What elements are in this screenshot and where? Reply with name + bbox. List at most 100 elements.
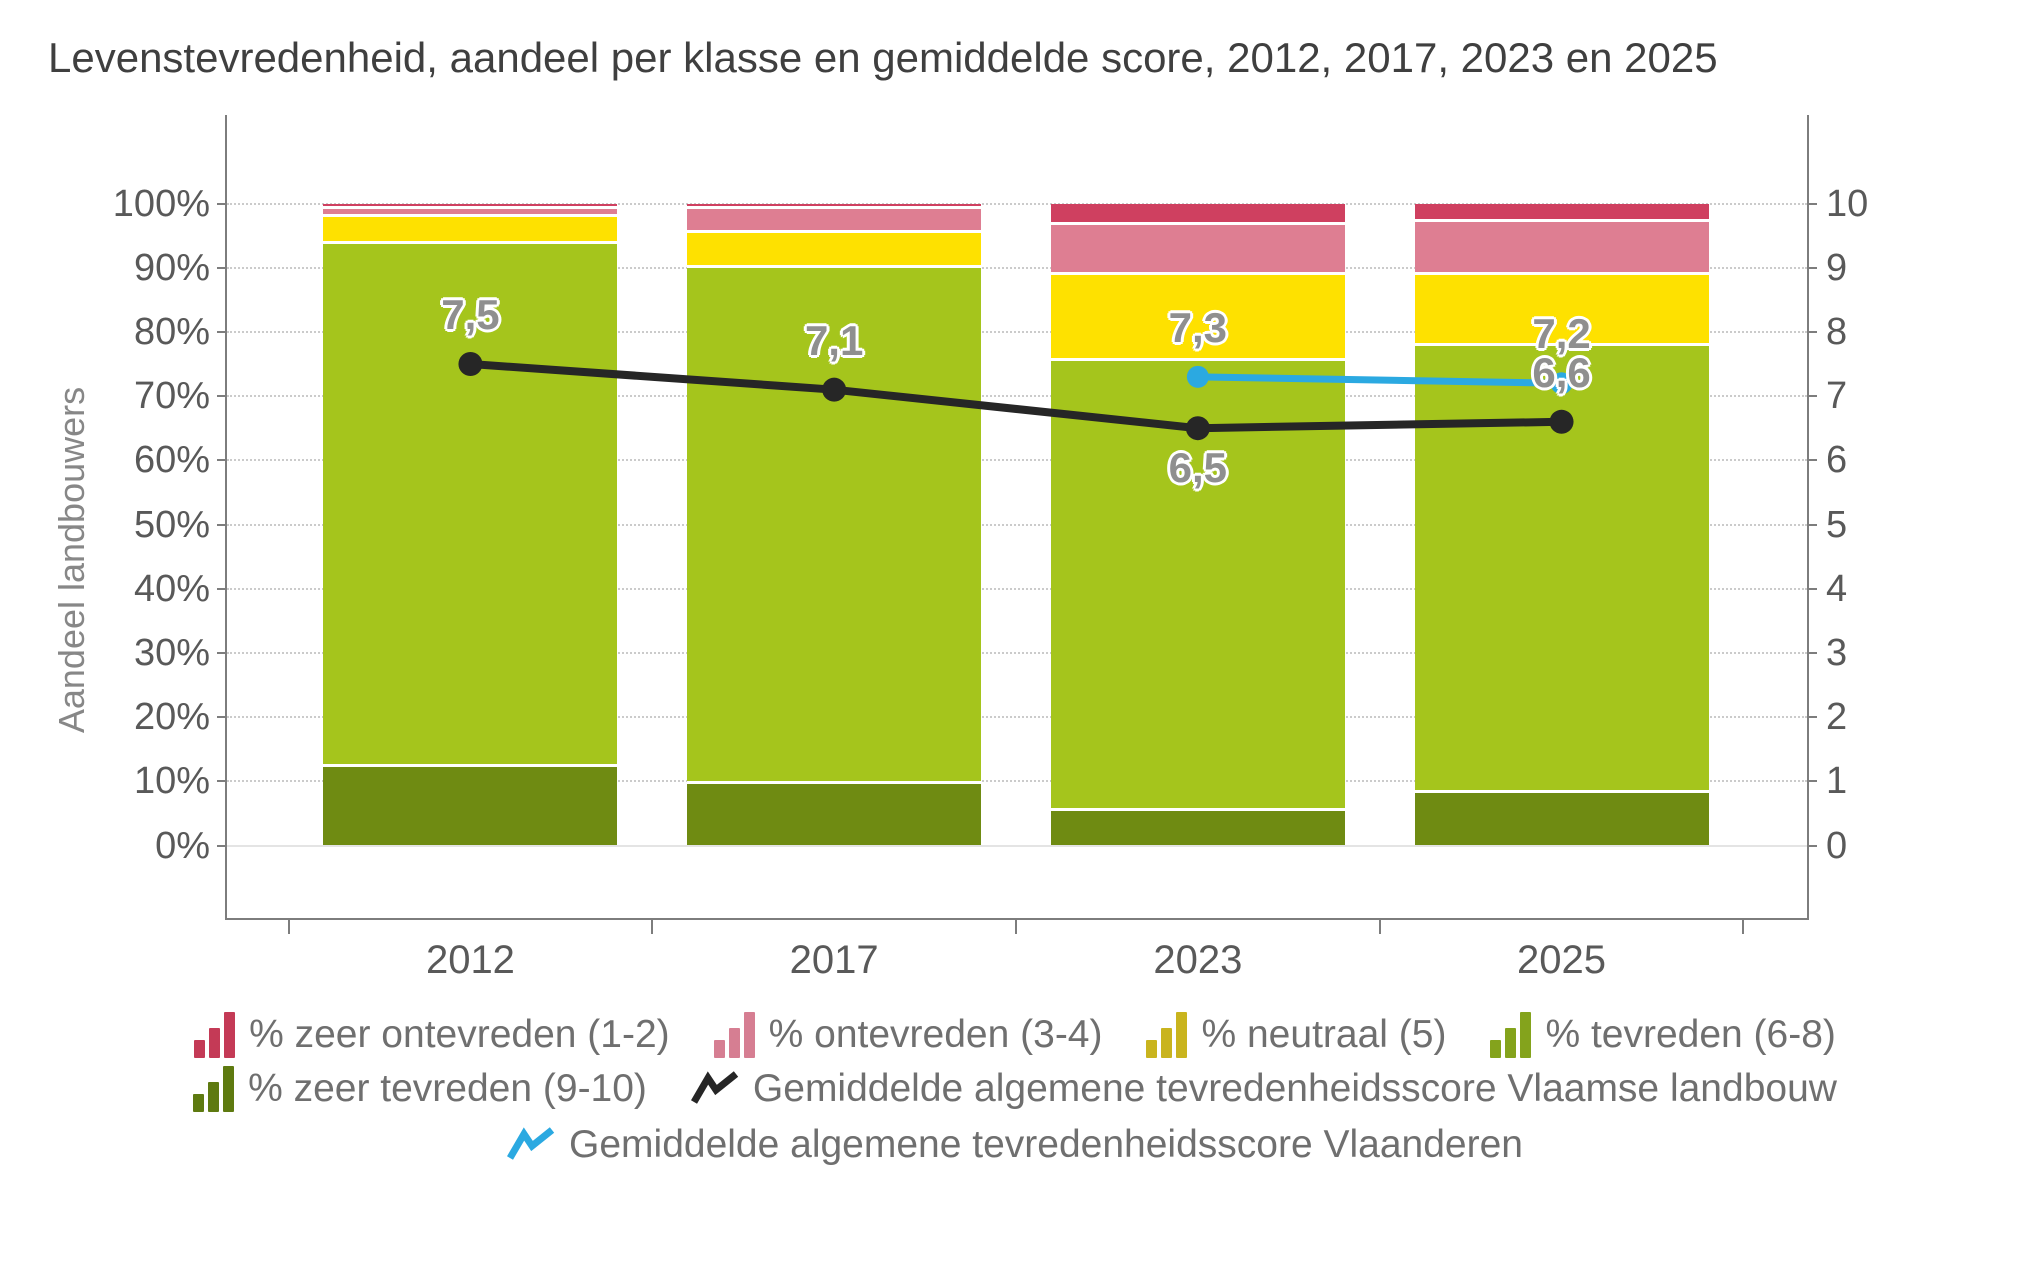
y-tick-label: 90% <box>133 246 210 289</box>
bar-2025-segment-ontevreden[interactable] <box>1414 218 1709 272</box>
line-vlaamse-landbouw <box>470 360 1562 433</box>
legend-row-1: % zeer ontevreden (1-2) % ontevreden (3-4… <box>0 1008 2030 1062</box>
bar-2012-segment-neutraal[interactable] <box>323 213 618 241</box>
point-label-vlaanderen-2025: 7,2 <box>1532 310 1591 358</box>
bar-2012-segment-zeer-tevreden[interactable] <box>323 763 618 846</box>
gridline-40 <box>227 587 1807 590</box>
right-axis-tick <box>1807 587 1817 590</box>
gridline-70 <box>227 395 1807 398</box>
y-tick-label: 20% <box>133 696 210 739</box>
y-tick-label: 40% <box>133 567 210 610</box>
right-axis-tick <box>1807 395 1817 398</box>
left-axis-line <box>225 115 227 920</box>
legend-label: % zeer tevreden (9-10) <box>248 1067 647 1110</box>
gridline-30 <box>227 651 1807 654</box>
right-tick-label: 0 <box>1826 824 1848 867</box>
legend-label: % ontevreden (3-4) <box>768 1013 1103 1056</box>
bar-2023-segment-neutraal[interactable] <box>1050 272 1345 359</box>
bar-2023-segment-ontevreden[interactable] <box>1050 222 1345 273</box>
y-tick-label: 10% <box>133 760 210 803</box>
left-axis-tick <box>217 651 227 654</box>
bar-2025-segment-zeer-ontevreden[interactable] <box>1414 203 1709 219</box>
point-marker-vlaanderen[interactable] <box>1186 365 1209 388</box>
legend-item[interactable]: % tevreden (6-8) <box>1490 1012 1836 1058</box>
right-tick-label: 9 <box>1826 246 1848 289</box>
y-tick-label: 50% <box>133 503 210 546</box>
point-marker-vlaamse-landbouw[interactable] <box>1185 416 1210 441</box>
bar-2012-segment-tevreden[interactable] <box>323 240 618 764</box>
legend-item[interactable]: Gemiddelde algemene tevredenheidsscore V… <box>690 1067 1837 1111</box>
legend-label: % tevreden (6-8) <box>1545 1013 1836 1056</box>
x-label-2017: 2017 <box>789 938 879 982</box>
legend-item[interactable]: % ontevreden (3-4) <box>713 1012 1103 1058</box>
x-axis-tick <box>1378 920 1381 934</box>
bar-2017-segment-zeer-tevreden[interactable] <box>687 781 982 846</box>
right-axis-line <box>1807 115 1809 920</box>
x-label-2025: 2025 <box>1517 938 1607 982</box>
right-axis-tick <box>1807 716 1817 719</box>
gridline-50 <box>227 523 1807 526</box>
point-label-vlaamse-landbouw-2025: 6,6 <box>1532 348 1591 396</box>
x-label-2023: 2023 <box>1153 938 1243 982</box>
bar-2023-segment-zeer-ontevreden[interactable] <box>1050 203 1345 223</box>
bar-2017-segment-zeer-ontevreden[interactable] <box>687 203 982 207</box>
bar-2012-segment-zeer-ontevreden[interactable] <box>323 203 618 207</box>
legend-item[interactable]: % zeer ontevreden (1-2) <box>194 1012 670 1058</box>
point-marker-vlaamse-landbouw[interactable] <box>822 377 847 402</box>
line-series-icon <box>690 1071 739 1104</box>
point-marker-vlaamse-landbouw[interactable] <box>458 352 483 376</box>
legend-label: % neutraal (5) <box>1201 1013 1447 1056</box>
bar-2025-segment-zeer-tevreden[interactable] <box>1414 789 1709 846</box>
x-axis-tick <box>287 920 290 934</box>
bar-2012-segment-ontevreden[interactable] <box>323 206 618 214</box>
legend-item[interactable]: % neutraal (5) <box>1146 1012 1446 1058</box>
left-axis-tick <box>217 587 227 590</box>
gridline-10 <box>227 780 1807 783</box>
x-label-2012: 2012 <box>425 938 515 982</box>
y-tick-label: 30% <box>133 631 210 674</box>
right-axis-tick <box>1807 844 1817 847</box>
right-axis-tick <box>1807 266 1817 269</box>
point-label-vlaamse-landbouw-2023: 6,5 <box>1168 444 1228 492</box>
bar-2017-segment-neutraal[interactable] <box>687 229 982 266</box>
legend-label: Gemiddelde algemene tevredenheidsscore V… <box>569 1123 1523 1166</box>
y-tick-label: 60% <box>133 439 210 482</box>
right-axis-tick <box>1807 459 1817 462</box>
left-axis-tick <box>217 330 227 333</box>
right-tick-label: 8 <box>1826 310 1848 353</box>
y-tick-label: 100% <box>112 182 210 225</box>
bar-series-icon <box>1490 1012 1532 1058</box>
legend-item[interactable]: Gemiddelde algemene tevredenheidsscore V… <box>507 1123 1523 1167</box>
point-marker-vlaamse-landbouw[interactable] <box>1549 409 1574 434</box>
left-axis-tick <box>217 266 227 269</box>
left-axis-tick <box>217 523 227 526</box>
gridline-60 <box>227 459 1807 462</box>
right-axis-tick <box>1807 780 1817 783</box>
bar-2017-segment-tevreden[interactable] <box>687 265 982 782</box>
right-axis-tick <box>1807 651 1817 654</box>
left-axis-tick <box>217 202 227 205</box>
point-marker-vlaanderen[interactable] <box>1550 372 1573 395</box>
right-tick-label: 1 <box>1826 760 1848 803</box>
line-series-icon <box>507 1127 555 1160</box>
y-tick-label: 70% <box>133 375 210 418</box>
bar-2023-segment-zeer-tevreden[interactable] <box>1050 808 1345 846</box>
right-tick-label: 5 <box>1826 503 1848 546</box>
bar-2025-segment-neutraal[interactable] <box>1414 271 1709 343</box>
left-axis-tick <box>217 844 227 847</box>
right-tick-label: 10 <box>1826 182 1869 225</box>
point-label-vlaanderen-2023: 7,3 <box>1168 303 1228 351</box>
gridline-20 <box>227 716 1807 719</box>
gridline-100 <box>227 202 1807 205</box>
bar-2017-segment-ontevreden[interactable] <box>687 206 982 230</box>
right-tick-label: 7 <box>1826 375 1848 418</box>
legend-item[interactable]: % zeer tevreden (9-10) <box>193 1066 647 1112</box>
right-tick-label: 4 <box>1826 567 1848 610</box>
x-axis-line <box>225 918 1809 920</box>
right-tick-label: 3 <box>1826 631 1848 674</box>
right-tick-label: 2 <box>1826 696 1848 739</box>
line-vlaanderen <box>1197 373 1562 387</box>
chart-title: Levenstevredenheid, aandeel per klasse e… <box>48 34 1718 81</box>
